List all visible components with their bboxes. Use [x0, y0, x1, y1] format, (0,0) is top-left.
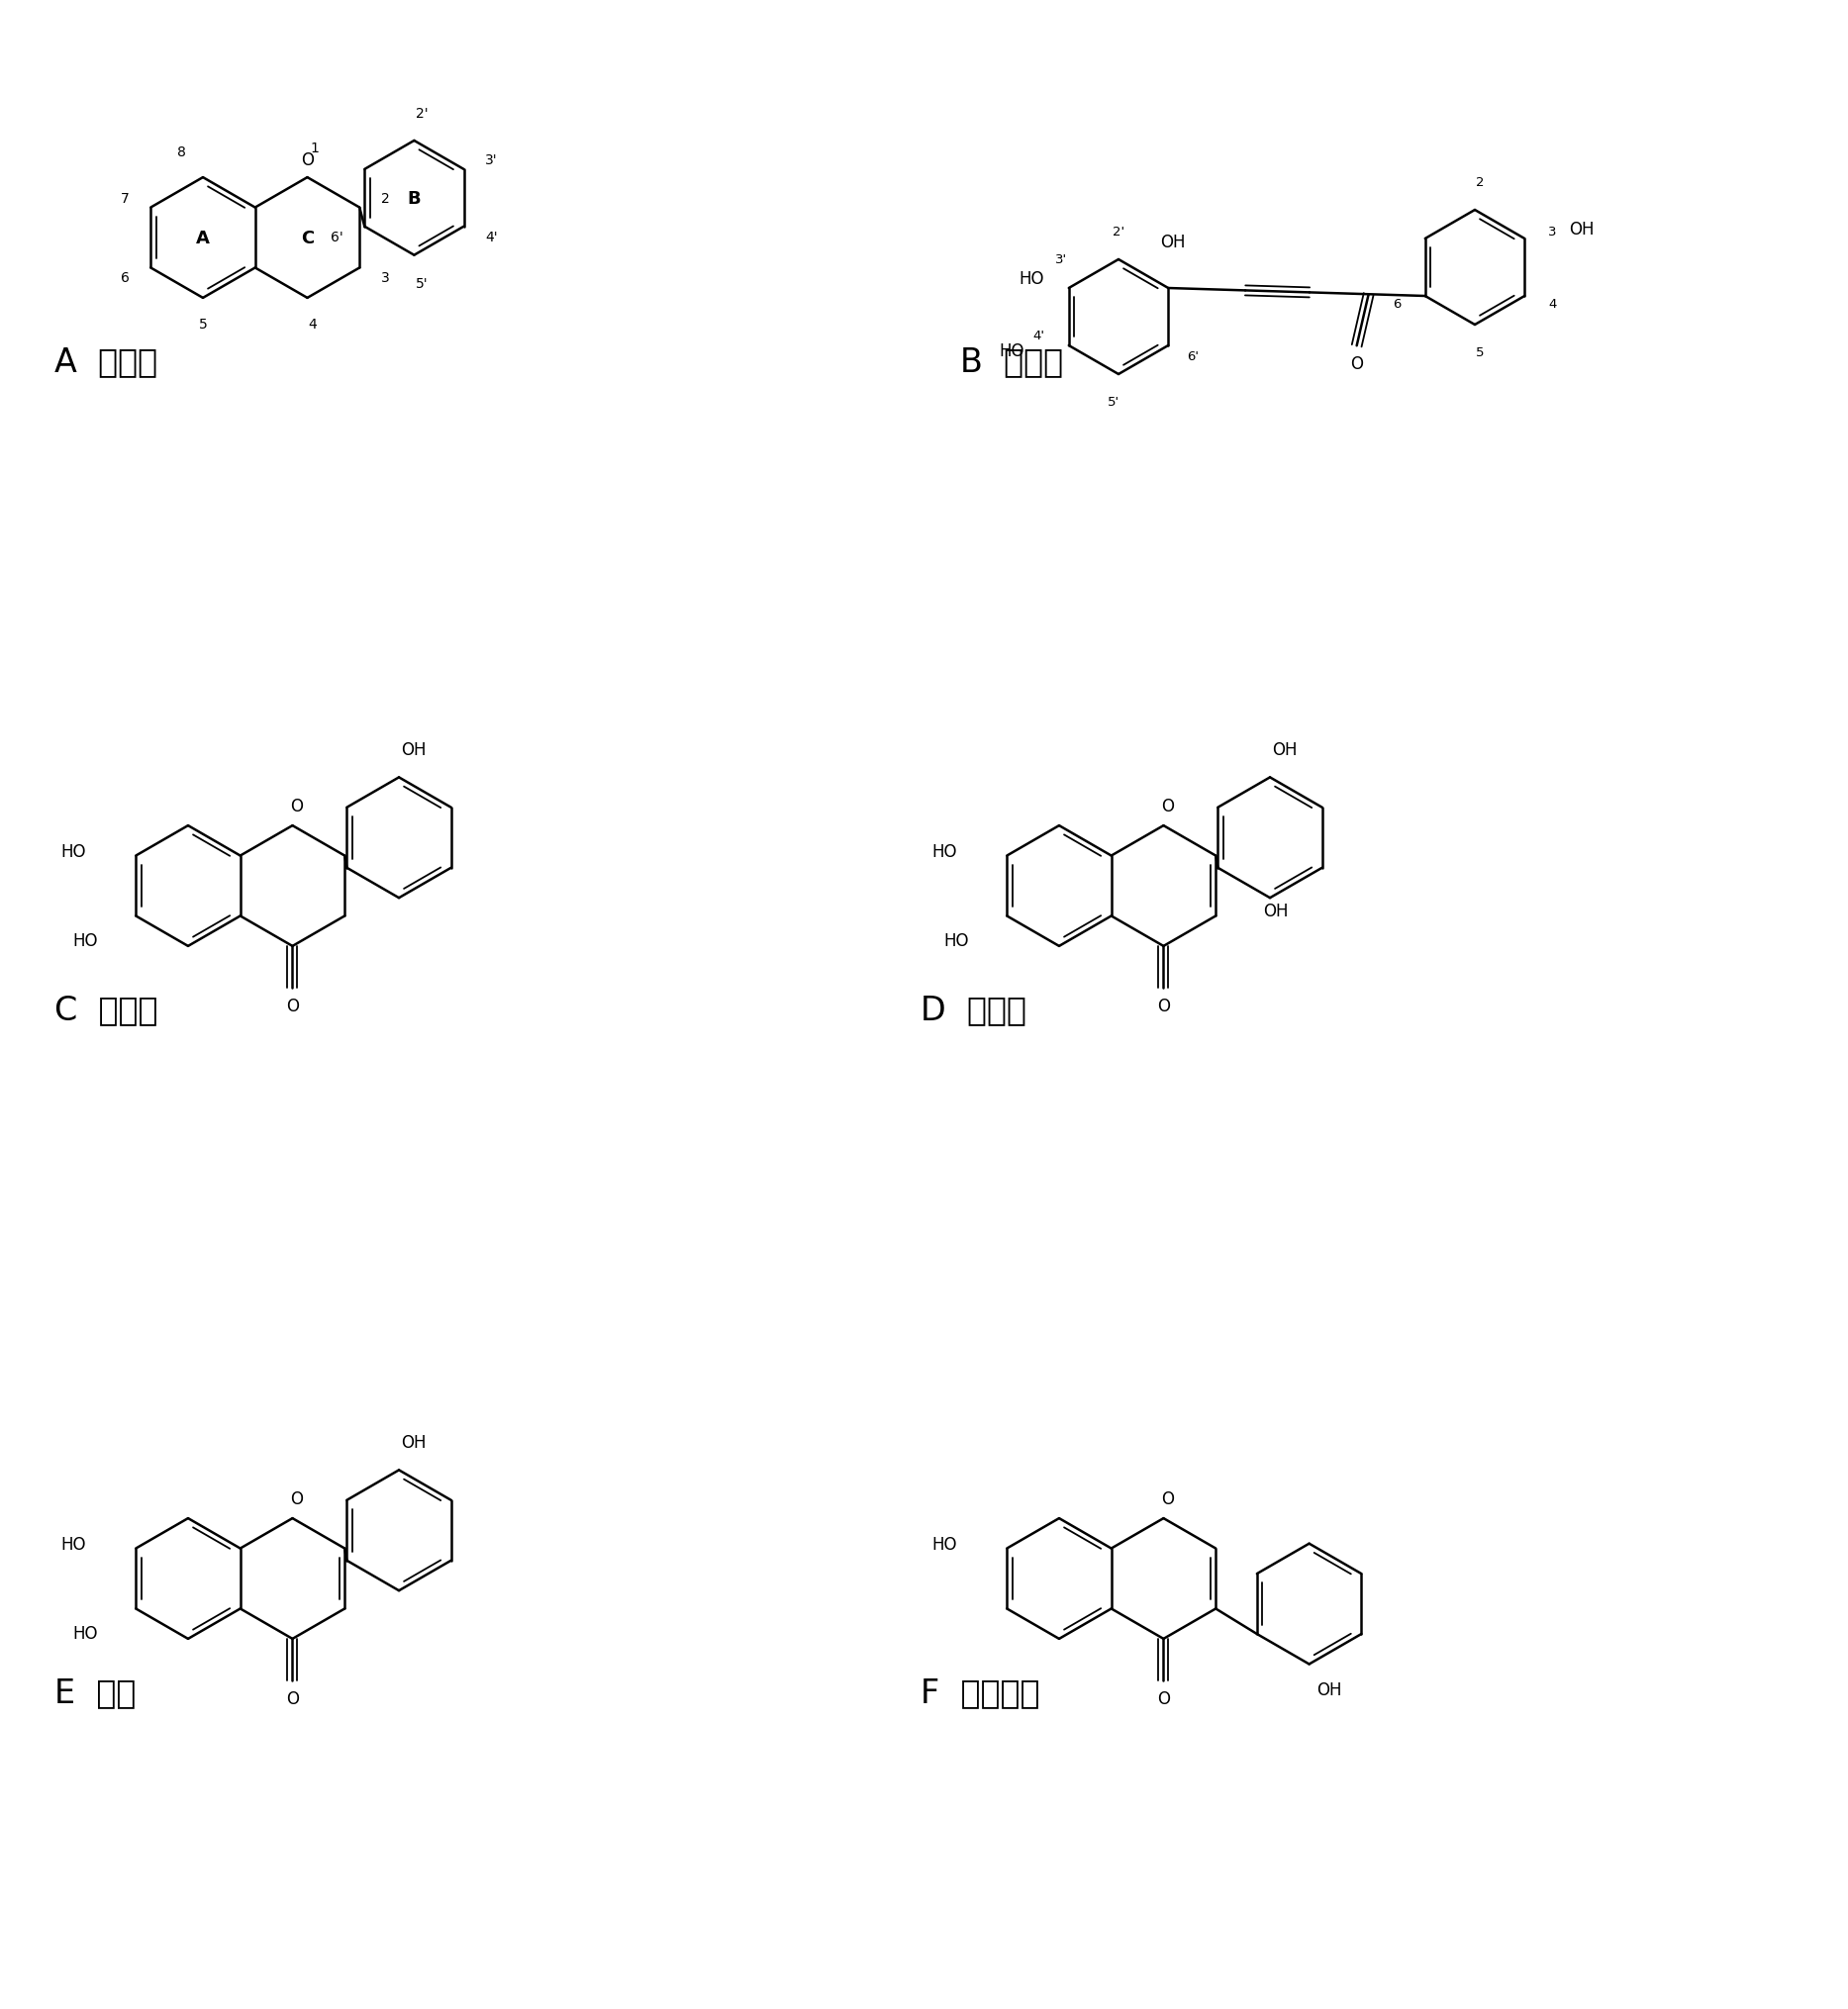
Text: O: O	[286, 1690, 299, 1708]
Text: HO: HO	[1000, 342, 1024, 360]
Text: E  黄酮: E 黄酮	[54, 1676, 137, 1710]
Text: O: O	[286, 996, 299, 1015]
Text: 3': 3'	[1055, 253, 1066, 265]
Text: O: O	[1161, 798, 1173, 816]
Text: OH: OH	[1264, 902, 1288, 920]
Text: HO: HO	[931, 1535, 957, 1553]
Text: O: O	[1161, 1491, 1173, 1507]
Text: OH: OH	[401, 1434, 427, 1450]
Text: OH: OH	[1318, 1682, 1342, 1700]
Text: C: C	[301, 229, 314, 247]
Text: 6': 6'	[1186, 350, 1199, 362]
Text: F  类异黄酮: F 类异黄酮	[920, 1676, 1040, 1710]
Text: 2': 2'	[416, 106, 429, 121]
Text: HO: HO	[61, 842, 87, 860]
Text: O: O	[1157, 996, 1170, 1015]
Text: A  类黄酮: A 类黄酮	[54, 346, 157, 378]
Text: O: O	[1157, 1690, 1170, 1708]
Text: 5': 5'	[1107, 396, 1120, 410]
Text: 2: 2	[381, 191, 390, 205]
Text: 6': 6'	[331, 231, 344, 243]
Text: OH: OH	[1271, 741, 1297, 759]
Text: D  黄烷醇: D 黄烷醇	[920, 994, 1026, 1027]
Text: O: O	[301, 151, 314, 169]
Text: 3': 3'	[486, 153, 497, 167]
Text: O: O	[290, 798, 303, 816]
Text: 4': 4'	[1033, 329, 1044, 344]
Text: O: O	[290, 1491, 303, 1507]
Text: 6: 6	[1393, 297, 1401, 311]
Text: 3: 3	[1549, 225, 1556, 237]
Text: HO: HO	[61, 1535, 87, 1553]
Text: 5': 5'	[416, 277, 429, 291]
Text: 2': 2'	[1112, 227, 1124, 239]
Text: O: O	[1351, 356, 1364, 374]
Text: 6: 6	[120, 271, 129, 285]
Text: 8: 8	[177, 145, 185, 159]
Text: HO: HO	[931, 842, 957, 860]
Text: HO: HO	[74, 932, 98, 950]
Text: HO: HO	[1018, 269, 1044, 287]
Text: OH: OH	[401, 741, 427, 759]
Text: 4: 4	[309, 317, 316, 331]
Text: B: B	[407, 189, 421, 207]
Text: OH: OH	[1569, 221, 1595, 239]
Text: 7: 7	[120, 191, 129, 205]
Text: OH: OH	[1161, 233, 1185, 251]
Text: 5: 5	[198, 317, 207, 331]
Text: 2: 2	[1475, 177, 1484, 189]
Text: HO: HO	[74, 1625, 98, 1643]
Text: 4: 4	[1549, 297, 1556, 311]
Text: A: A	[196, 229, 211, 247]
Text: 4': 4'	[486, 231, 497, 243]
Text: 5: 5	[1475, 348, 1484, 360]
Text: 3: 3	[381, 271, 390, 285]
Text: HO: HO	[944, 932, 970, 950]
Text: 1: 1	[310, 141, 318, 155]
Text: B  查耳酮: B 查耳酮	[961, 346, 1063, 378]
Text: C  黄烷酮: C 黄烷酮	[54, 994, 157, 1027]
